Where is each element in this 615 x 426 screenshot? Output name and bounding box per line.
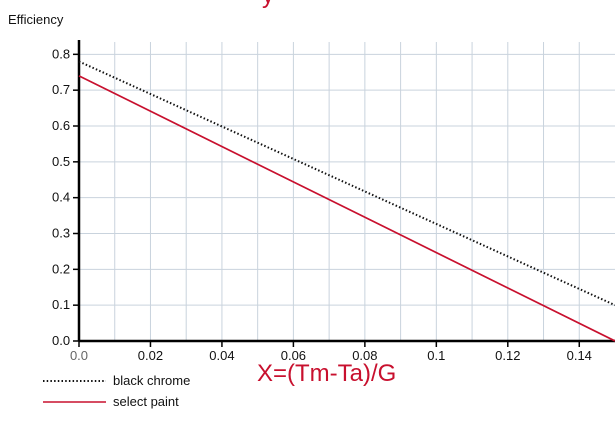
y-tick-label: 0.5 <box>52 154 70 169</box>
y-tick-label: 0.0 <box>52 333 70 348</box>
y-tick-label: 0.4 <box>52 190 70 205</box>
x-axis-label: X=(Tm-Ta)/G <box>257 360 396 387</box>
y-tick-label: 0.7 <box>52 82 70 97</box>
y-tick-label: 0.1 <box>52 297 70 312</box>
legend-label: black chrome <box>113 373 190 388</box>
series-line-select-paint <box>78 75 615 342</box>
grid <box>79 42 615 341</box>
series-lines <box>78 60 615 342</box>
x-tick-label: 0.12 <box>495 348 520 363</box>
legend-label: select paint <box>113 394 179 409</box>
series-line-black-chrome <box>78 60 615 307</box>
x-tick-label: 0.14 <box>567 348 592 363</box>
y-axis-label: Efficiency <box>8 12 64 27</box>
chart-title-clipped: y <box>0 0 615 8</box>
tick-labels: 0.0 0.1 0.2 0.3 0.4 0.5 0.6 0.7 0.8 0.0 0.02 0.04 0.… <box>52 46 592 363</box>
chart-title: y <box>262 0 274 8</box>
x-tick-label: 0.02 <box>138 348 163 363</box>
y-tick-label: 0.8 <box>52 46 70 61</box>
y-tick-label: 0.2 <box>52 261 70 276</box>
legend: black chrome select paint <box>43 373 190 409</box>
axes <box>73 40 615 347</box>
y-tick-label: 0.6 <box>52 118 70 133</box>
x-tick-label: 0.0 <box>70 348 88 363</box>
x-tick-label: 0.04 <box>209 348 234 363</box>
y-tick-label: 0.3 <box>52 226 70 241</box>
x-tick-label: 0.06 <box>281 348 306 363</box>
x-tick-label: 0.08 <box>352 348 377 363</box>
x-tick-label: 0.1 <box>427 348 445 363</box>
